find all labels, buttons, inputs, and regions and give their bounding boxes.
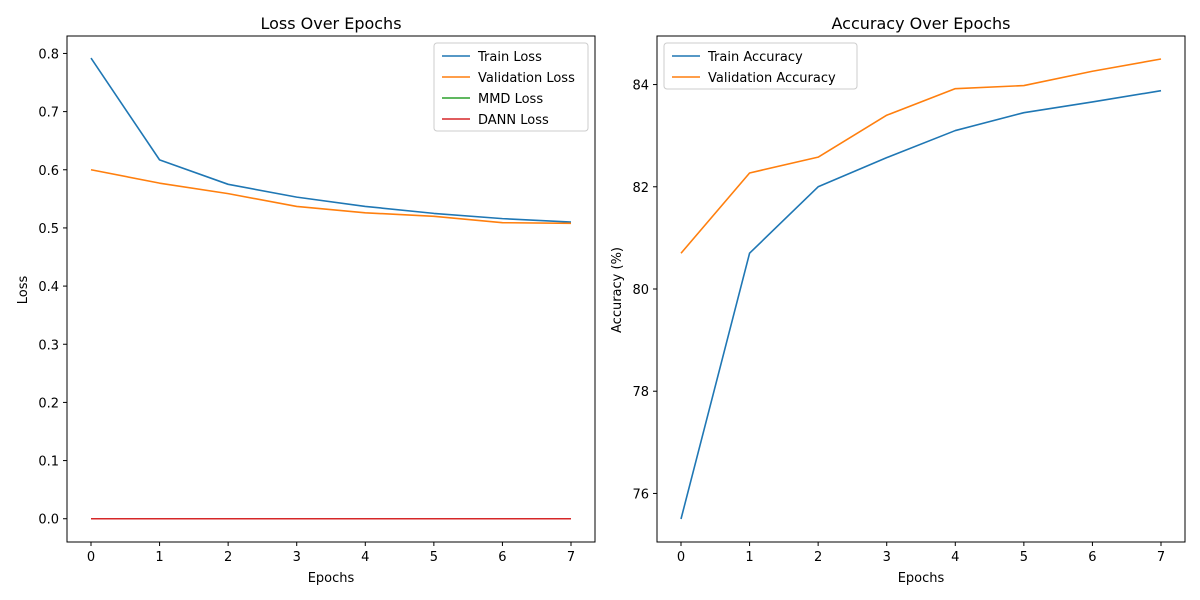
loss-chart-legend-box <box>433 42 589 132</box>
accuracy-chart-ytick-label: 80 <box>632 283 649 298</box>
accuracy-chart-xtick-label: 2 <box>814 550 822 565</box>
loss-chart-ytick-label: 0.1 <box>38 455 59 470</box>
accuracy-chart-title: Accuracy Over Epochs <box>831 14 1010 33</box>
loss-chart-ytick-label: 0.8 <box>38 47 59 62</box>
loss-chart-xlabel: Epochs <box>308 571 355 586</box>
loss-chart-ytick-label: 0.2 <box>38 396 59 411</box>
accuracy-chart-series-validation-accuracy <box>680 58 1162 254</box>
loss-chart-legend-label: Train Loss <box>477 50 542 65</box>
accuracy-chart-ytick-label: 84 <box>632 79 649 94</box>
accuracy-chart-marks: 0 1 2 3 4 5 6 7 76 78 80 82 84 <box>632 58 1165 565</box>
accuracy-chart-xlabel: Epochs <box>898 571 945 586</box>
loss-chart-ytick-label: 0.0 <box>38 513 59 528</box>
accuracy-chart-legend: Train Accuracy Validation Accuracy <box>663 42 858 90</box>
accuracy-chart-ytick-label: 78 <box>632 385 649 400</box>
loss-chart-legend: Train Loss Validation Loss MMD Loss DANN Lo… <box>433 42 589 132</box>
accuracy-chart-xtick-label: 1 <box>745 550 753 565</box>
loss-chart-ylabel: Loss <box>16 276 31 305</box>
accuracy-chart-ytick-label: 82 <box>632 181 649 196</box>
accuracy-chart-ylabel: Accuracy (%) <box>610 247 625 333</box>
loss-chart-xtick-label: 4 <box>361 550 369 565</box>
loss-chart-xtick-label: 6 <box>498 550 506 565</box>
accuracy-chart-xtick-label: 0 <box>677 550 685 565</box>
loss-chart-ytick-label: 0.3 <box>38 338 59 353</box>
loss-chart-marks: 0 1 2 3 4 5 6 7 0.0 0.1 0.2 0.3 0.4 0.5 0.6 0.7 0.8 <box>38 47 575 565</box>
loss-chart-legend-label: MMD Loss <box>478 92 543 107</box>
loss-chart-series-train-loss <box>90 57 572 223</box>
loss-chart-legend-label: DANN Loss <box>478 113 549 128</box>
accuracy-chart-series-train-accuracy <box>680 89 1162 520</box>
loss-chart-ytick-label: 0.4 <box>38 280 59 295</box>
loss-chart-xtick-label: 1 <box>155 550 163 565</box>
accuracy-chart-plot-frame <box>656 35 1186 543</box>
accuracy-chart-ytick-label: 76 <box>632 487 649 502</box>
loss-chart-ytick-label: 0.5 <box>38 222 59 237</box>
accuracy-chart-panel: Accuracy Over Epochs Epochs Accuracy (%)… <box>610 14 1186 586</box>
loss-chart-ytick-label: 0.6 <box>38 164 59 179</box>
loss-chart-xtick-label: 2 <box>224 550 232 565</box>
accuracy-chart-legend-label: Train Accuracy <box>707 50 803 65</box>
accuracy-chart-xtick-label: 3 <box>883 550 891 565</box>
accuracy-chart-legend-label: Validation Accuracy <box>708 71 836 86</box>
accuracy-chart-xtick-label: 4 <box>951 550 959 565</box>
loss-chart-panel: Loss Over Epochs Epochs Loss 0 1 2 3 4 5 6 7 0.0… <box>16 14 596 586</box>
loss-chart-ytick-label: 0.7 <box>38 106 59 121</box>
loss-chart-plot-frame <box>66 35 596 543</box>
accuracy-chart-legend-box <box>663 42 858 90</box>
loss-chart-xtick-label: 7 <box>567 550 575 565</box>
loss-chart-xtick-label: 5 <box>430 550 438 565</box>
loss-chart-xtick-label: 0 <box>87 550 95 565</box>
accuracy-chart-xtick-label: 7 <box>1157 550 1165 565</box>
loss-chart-xtick-label: 3 <box>293 550 301 565</box>
loss-chart-title: Loss Over Epochs <box>260 14 401 33</box>
loss-chart-legend-label: Validation Loss <box>478 71 575 86</box>
accuracy-chart-xtick-label: 5 <box>1020 550 1028 565</box>
accuracy-chart-xtick-label: 6 <box>1088 550 1096 565</box>
loss-chart-series-validation-loss <box>90 168 572 225</box>
